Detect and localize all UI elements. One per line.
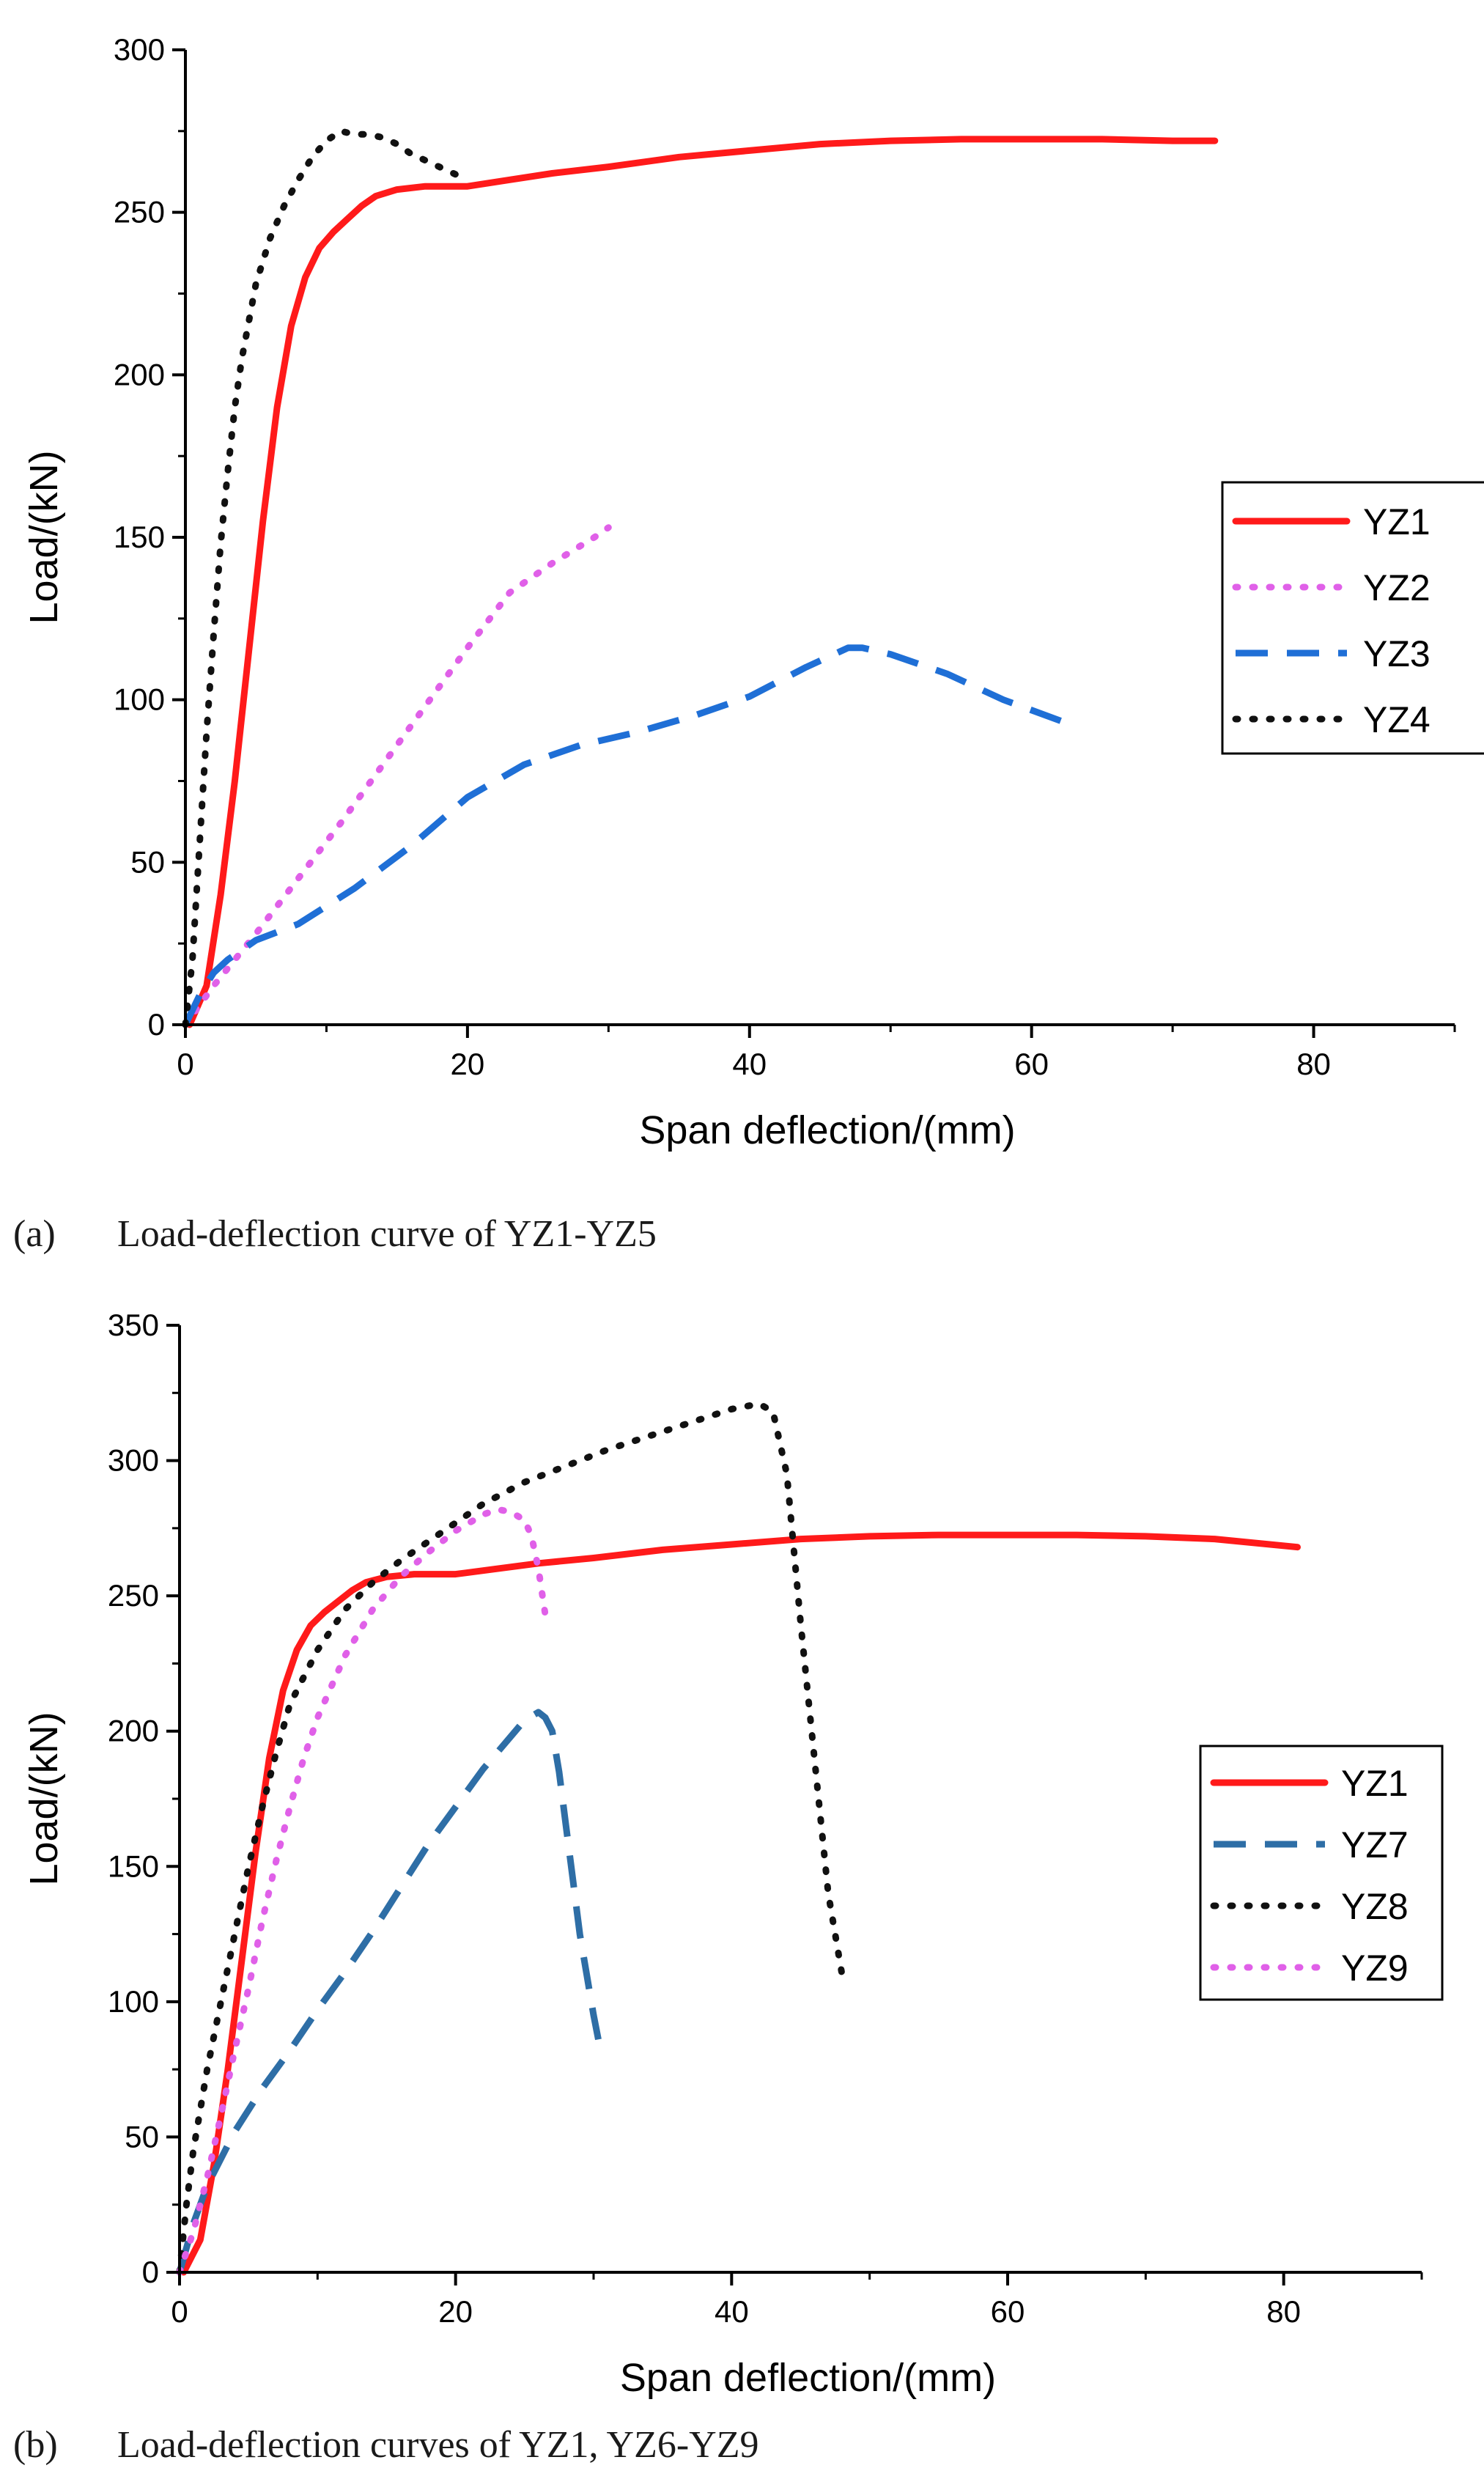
- legend-label-yz8: YZ8: [1341, 1886, 1409, 1927]
- y-tick-label: 0: [142, 2255, 159, 2289]
- legend-box: [1221, 481, 1484, 755]
- x-axis-title: Span deflection/(mm): [620, 2356, 996, 2400]
- legend-label-yz7: YZ7: [1341, 1824, 1409, 1865]
- series-line-yz7: [176, 1709, 604, 2274]
- legend-label-yz1: YZ1: [1363, 501, 1431, 542]
- x-tick-label: 20: [451, 1047, 485, 1081]
- y-tick-label: 50: [130, 844, 165, 879]
- y-tick-label: 250: [114, 195, 165, 229]
- caption-text-b: Load-deflection curves of YZ1, YZ6-YZ9: [117, 2424, 759, 2466]
- caption-text-a: Load-deflection curve of YZ1-YZ5: [117, 1213, 657, 1255]
- legend-label-yz3: YZ3: [1363, 633, 1431, 674]
- x-tick-label: 0: [171, 2294, 188, 2329]
- y-tick-label: 50: [125, 2119, 159, 2154]
- x-tick-label: 80: [1296, 1047, 1331, 1081]
- y-tick-label: 150: [108, 1849, 159, 1883]
- x-tick-label: 80: [1266, 2294, 1301, 2329]
- x-tick-label: 60: [1014, 1047, 1049, 1081]
- series-line-yz2: [182, 524, 612, 1028]
- series-line-yz8: [176, 1400, 846, 2276]
- x-axis-title: Span deflection/(mm): [639, 1108, 1015, 1152]
- y-tick-label: 200: [114, 357, 165, 391]
- y-tick-label: 300: [114, 32, 165, 67]
- chart-panel-b: (b) Load-deflection curves of YZ1, YZ6-Y…: [13, 1308, 1444, 2466]
- x-tick-label: 20: [438, 2294, 473, 2329]
- series-line-yz3: [182, 644, 1075, 1026]
- legend-label-yz9: YZ9: [1341, 1948, 1409, 1989]
- series-line-yz1: [180, 1531, 1301, 2276]
- y-tick-label: 100: [114, 682, 165, 717]
- y-tick-label: 200: [108, 1714, 159, 1748]
- y-tick-label: 0: [148, 1007, 165, 1042]
- y-tick-label: 100: [108, 1984, 159, 2019]
- chart-panel-a: (a) Load-deflection curve of YZ1-YZ5 0 50…: [13, 32, 1484, 1255]
- series-line-yz4: [182, 128, 471, 1028]
- legend-label-yz2: YZ2: [1363, 567, 1431, 608]
- y-axis-title: Load/(kN): [22, 1712, 66, 1885]
- legend-label-yz1: YZ1: [1341, 1763, 1409, 1804]
- caption-label-b: (b): [13, 2424, 58, 2466]
- series-line-yz9: [176, 1506, 549, 2276]
- y-tick-label: 350: [108, 1308, 159, 1342]
- x-tick-label: 40: [715, 2294, 749, 2329]
- x-tick-label: 0: [177, 1047, 193, 1081]
- legend-label-yz4: YZ4: [1363, 699, 1431, 740]
- legend-box: [1199, 1745, 1444, 2001]
- y-tick-label: 300: [108, 1443, 159, 1478]
- y-axis-title: Load/(kN): [22, 450, 66, 624]
- series-line-yz1: [186, 136, 1219, 1028]
- x-tick-label: 40: [732, 1047, 767, 1081]
- caption-label-a: (a): [13, 1213, 56, 1255]
- x-tick-label: 60: [991, 2294, 1025, 2329]
- y-tick-label: 250: [108, 1578, 159, 1613]
- y-tick-label: 150: [114, 520, 165, 554]
